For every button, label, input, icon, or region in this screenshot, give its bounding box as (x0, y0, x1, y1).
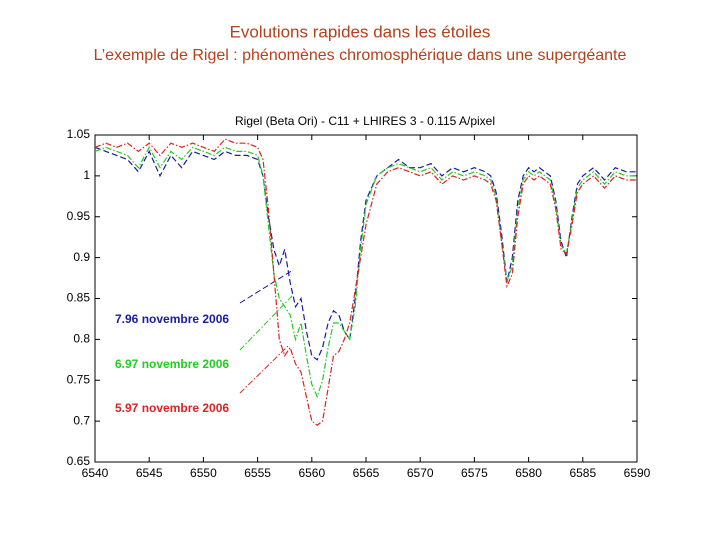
x-tick-label: 6540 (82, 466, 109, 480)
slide-title: Evolutions rapides dans les étoiles (230, 22, 491, 41)
x-tick-label: 6560 (298, 466, 325, 480)
y-tick-label: 1 (83, 168, 90, 182)
y-tick-label: 1.05 (67, 127, 91, 141)
leader-line (239, 269, 294, 304)
plot-frame (94, 134, 638, 463)
spectrum-line (94, 146, 637, 361)
series-label: 7.96 novembre 2006 (115, 312, 229, 326)
x-tick-label: 6580 (515, 466, 542, 480)
spectrum-line (94, 146, 637, 399)
x-tick-label: 6565 (353, 466, 380, 480)
y-tick-label: 0.95 (67, 209, 91, 223)
y-tick-label: 0.7 (73, 413, 90, 427)
spectrum-line (94, 138, 637, 426)
y-tick-label: 0.65 (67, 454, 91, 468)
x-tick-label: 6575 (461, 466, 488, 480)
x-tick-label: 6570 (407, 466, 434, 480)
series-label: 5.97 novembre 2006 (115, 401, 229, 415)
leader-line (239, 295, 293, 351)
x-tick-label: 6590 (624, 466, 651, 480)
x-tick-label: 6555 (244, 466, 271, 480)
y-tick-label: 0.8 (73, 332, 90, 346)
x-tick-label: 6545 (136, 466, 163, 480)
y-tick-label: 0.9 (73, 250, 90, 264)
chart-title: Rigel (Beta Ori) - C11 + LHIRES 3 - 0.11… (235, 114, 495, 128)
slide-subtitle: L’exemple de Rigel : phénomènes chromosp… (94, 47, 627, 64)
x-tick-label: 6550 (190, 466, 217, 480)
y-tick-label: 0.75 (67, 372, 91, 386)
series-label: 6.97 novembre 2006 (115, 357, 229, 371)
x-tick-label: 6585 (569, 466, 596, 480)
y-tick-label: 0.85 (67, 291, 91, 305)
